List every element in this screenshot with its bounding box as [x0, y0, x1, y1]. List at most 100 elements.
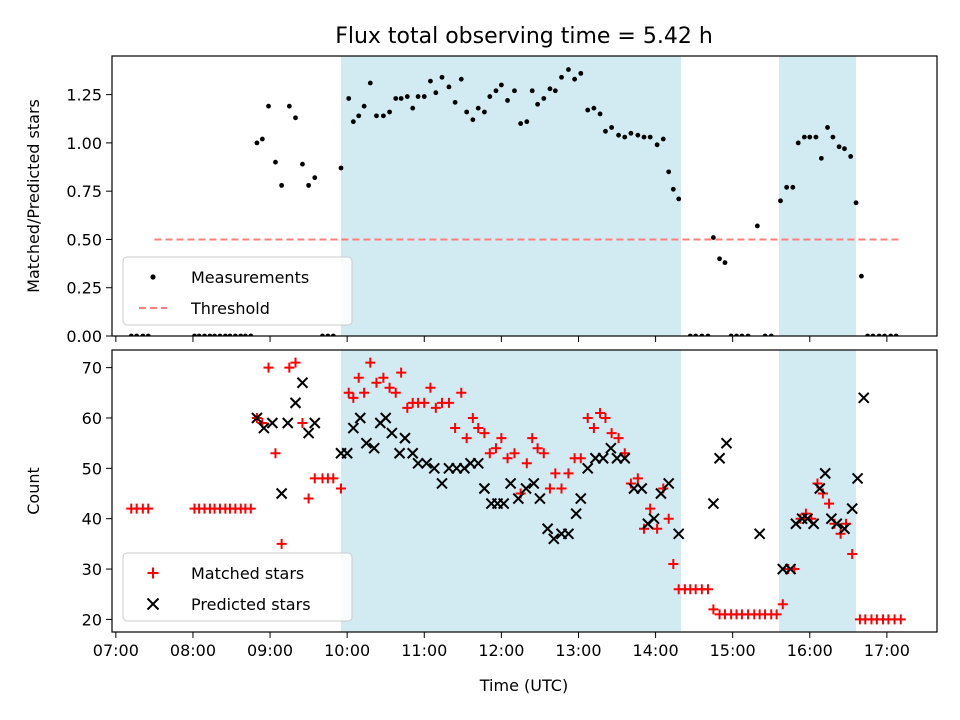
measurement-point [666, 169, 672, 175]
measurement-point [439, 74, 445, 80]
matched-star-point [663, 513, 674, 524]
legend: Measurements Threshold [122, 256, 353, 326]
matched-star-point [703, 584, 714, 595]
matched-star-point [613, 433, 624, 444]
measurement-point [616, 132, 621, 138]
predicted-star-point [258, 422, 270, 434]
y-tick-label: 20 [82, 610, 102, 629]
matched-star-point [606, 428, 617, 439]
predicted-star-point [582, 462, 594, 475]
measurement-point [410, 105, 416, 111]
legend-label-measurements: Measurements [191, 268, 309, 287]
predicted-star-point [655, 487, 667, 500]
predicted-star-point [548, 533, 560, 545]
measurement-point [493, 88, 499, 94]
measurement-point [853, 200, 859, 206]
measurement-point [591, 105, 597, 111]
measurement-point [356, 113, 362, 119]
measurement-point [529, 88, 535, 94]
y-axis-label: Matched/Predicted stars [24, 99, 43, 293]
matched-star-point [276, 538, 287, 549]
predicted-star-point [512, 492, 525, 505]
measurement-point [421, 94, 427, 99]
matched-star-point [348, 392, 359, 403]
measurement-point [458, 76, 464, 82]
predicted-star-point [619, 452, 631, 464]
measurement-point [279, 182, 285, 188]
matched-star-point [335, 483, 346, 494]
predicted-star-point [354, 412, 366, 424]
measurement-point [312, 175, 318, 181]
matched-star-point [371, 377, 382, 388]
matched-star-point [425, 382, 436, 393]
predicted-star-point [648, 512, 660, 525]
measurement-point [374, 113, 379, 119]
measurement-point [830, 134, 836, 140]
legend-swatch-measurements [150, 274, 156, 280]
y-tick-label: 0.50 [66, 230, 102, 249]
matched-star-point [343, 387, 354, 398]
measurement-point [818, 155, 824, 161]
measurement-point [300, 161, 305, 167]
predicted-star-point [497, 497, 510, 510]
x-tick-label: 07:00 [93, 641, 139, 660]
measurement-point [807, 134, 813, 140]
predicted-star-point [386, 427, 398, 439]
measurement-point [487, 94, 493, 99]
x-tick-label: 16:00 [787, 641, 833, 660]
measurement-point [842, 146, 847, 152]
matched-star-point [353, 372, 364, 383]
matched-star-point [521, 458, 532, 469]
matched-star-point [538, 448, 549, 459]
measurement-point [566, 67, 571, 72]
matched-star-point [652, 523, 663, 534]
legend-label-matched-stars: Matched stars [191, 564, 304, 583]
x-tick-label: 09:00 [247, 641, 293, 660]
count-panel: 20 30 40 50 60 70 07:00 08:00 09:00 10:00 11:00 12:… [24, 349, 938, 660]
measurement-point [790, 184, 796, 190]
chart-title: Flux total observing time = 5.42 h [335, 24, 713, 49]
measurement-point [404, 94, 410, 99]
measurement-point [670, 186, 676, 192]
matched-star-point [708, 604, 719, 615]
matched-star-point [378, 372, 389, 383]
matched-star-point [496, 433, 507, 444]
measurement-point [452, 99, 458, 105]
predicted-star-point [707, 497, 720, 510]
predicted-star-point [289, 397, 302, 409]
y-tick-label: 40 [82, 510, 102, 529]
predicted-star-point [275, 487, 288, 500]
predicted-star-point [662, 477, 675, 490]
measurement-point [859, 273, 864, 279]
matched-star-point [450, 423, 461, 434]
matched-star-point [461, 433, 472, 444]
y-tick-label: 0.75 [66, 182, 102, 201]
matched-star-point [824, 498, 835, 509]
matched-star-point [588, 423, 599, 434]
y-tick-label: 0.00 [66, 327, 102, 346]
measurement-point [470, 117, 476, 123]
matched-star-point [359, 387, 370, 398]
legend-box [122, 256, 353, 326]
predicted-star-point [393, 447, 406, 459]
predicted-star-point [282, 417, 294, 429]
measurement-point [512, 88, 517, 94]
measurement-point [541, 96, 547, 101]
measurement-point [273, 159, 278, 165]
measurement-point [338, 165, 344, 171]
measurement-point [464, 109, 470, 115]
measurement-point [381, 113, 386, 119]
measurement-point [813, 134, 819, 140]
y-tick-label: 1.25 [66, 86, 102, 105]
matched-star-point [550, 468, 561, 479]
axes-frame [111, 55, 938, 337]
predicted-star-point [347, 422, 360, 434]
y-tick-label: 30 [82, 560, 102, 579]
x-tick-label: 17:00 [864, 641, 910, 660]
measurement-point [524, 119, 530, 125]
measurement-point [505, 98, 510, 103]
x-tick-label: 12:00 [478, 641, 524, 660]
measurement-point [778, 198, 783, 204]
series-measurements [128, 67, 899, 336]
